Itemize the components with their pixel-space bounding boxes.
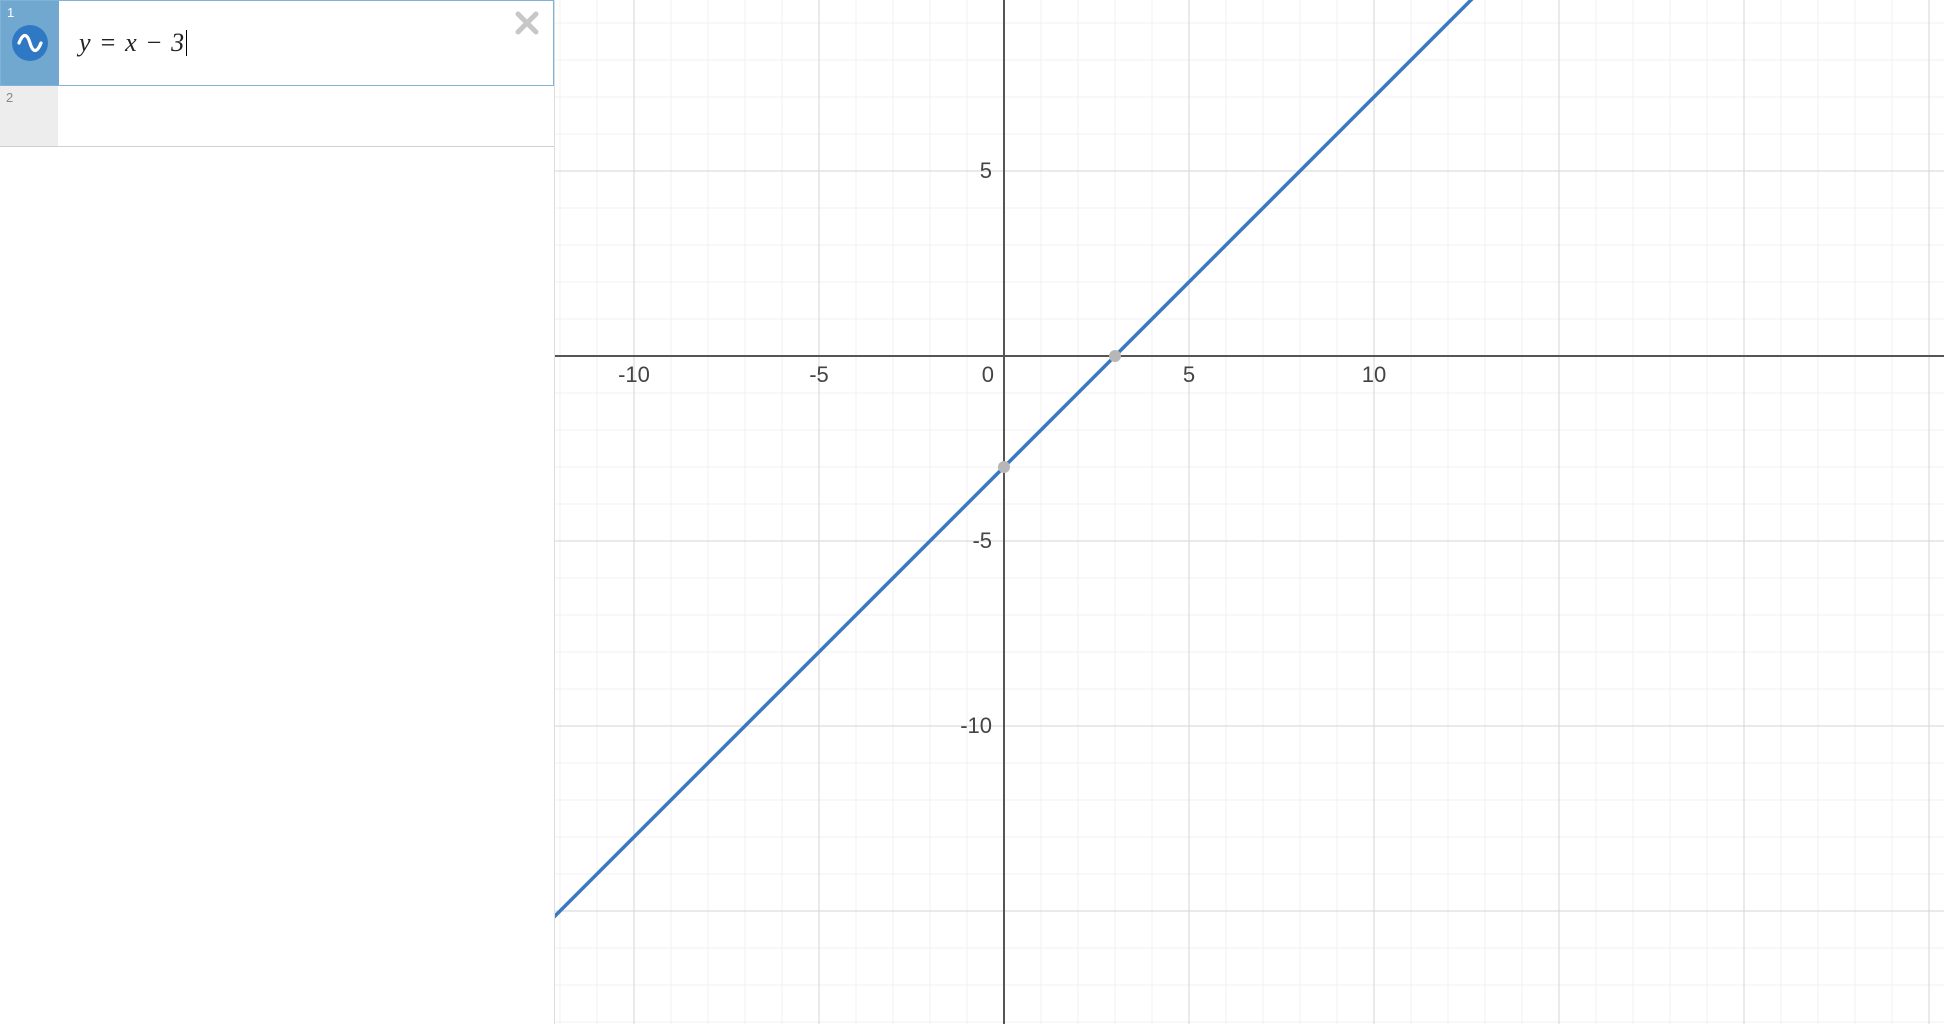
text-cursor (186, 30, 187, 56)
svg-text:5: 5 (1183, 362, 1195, 387)
svg-text:-5: -5 (809, 362, 829, 387)
expression-row-1[interactable]: 1 y = x − 3 (0, 0, 554, 86)
expression-index-1: 1 (7, 5, 14, 20)
expression-text-1: y = x − 3 (79, 28, 185, 58)
expression-input-1[interactable]: y = x − 3 (59, 1, 553, 85)
expression-panel: 1 y = x − 3 2 (0, 0, 555, 1024)
svg-text:-10: -10 (960, 713, 992, 738)
svg-text:5: 5 (980, 158, 992, 183)
graph-canvas[interactable]: -10 -5 0 5 10 -10 -5 5 (555, 0, 1944, 1024)
expression-row-2[interactable]: 2 (0, 86, 554, 147)
svg-text:-10: -10 (618, 362, 650, 387)
svg-text:10: 10 (1362, 362, 1386, 387)
svg-text:0: 0 (982, 362, 994, 387)
expression-index-2: 2 (6, 90, 13, 105)
wave-icon (12, 25, 48, 61)
expression-tab-1[interactable]: 1 (1, 1, 59, 85)
svg-text:-5: -5 (972, 528, 992, 553)
close-icon[interactable] (513, 9, 541, 42)
expression-tab-2[interactable]: 2 (0, 86, 58, 146)
expression-input-2[interactable] (58, 86, 554, 146)
graph-panel[interactable]: -10 -5 0 5 10 -10 -5 5 (555, 0, 1944, 1024)
